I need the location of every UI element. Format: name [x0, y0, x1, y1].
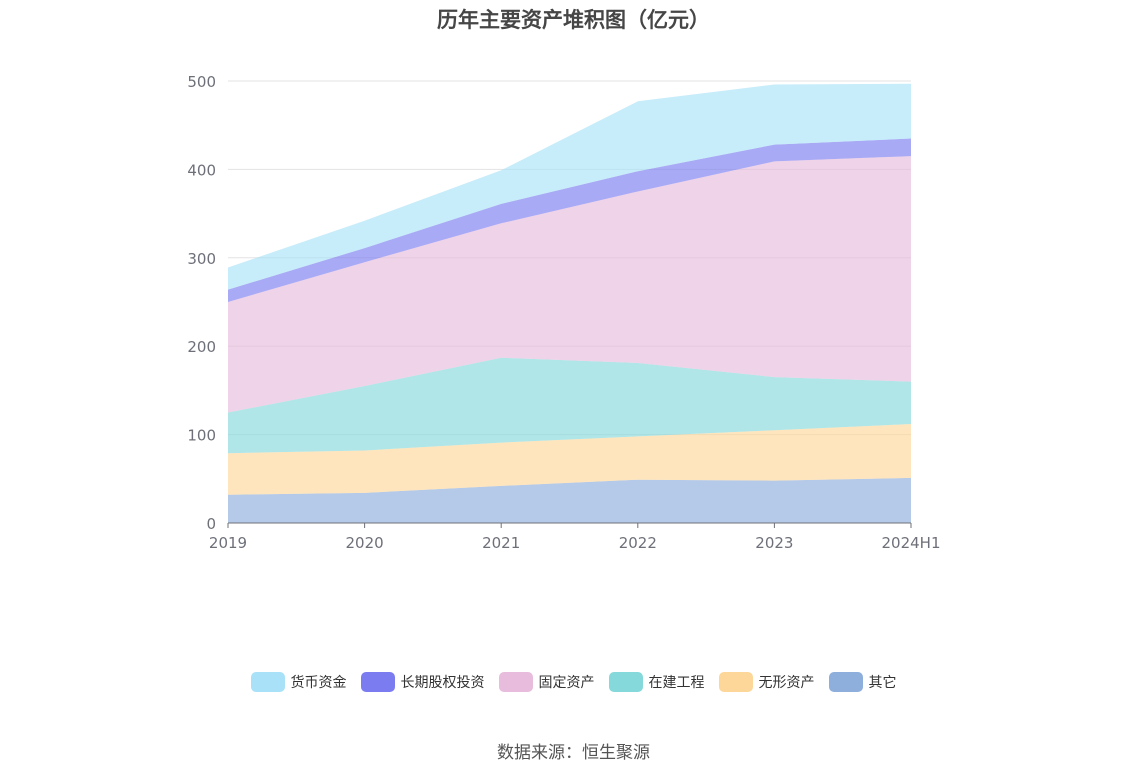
legend-label: 货币资金: [290, 675, 347, 691]
chart-title: 历年主要资产堆积图（亿元）: [437, 8, 710, 32]
y-tick-label: 500: [187, 73, 216, 91]
legend-swatch: [718, 672, 753, 692]
x-tick-label: 2022: [619, 534, 657, 552]
legend-label: 在建工程: [648, 675, 705, 691]
legend-label: 长期股权投资: [400, 675, 485, 691]
legend-item[interactable]: 货币资金: [250, 672, 347, 692]
legend-swatch: [250, 672, 285, 692]
y-tick-label: 100: [187, 427, 216, 445]
legend-label: 固定资产: [538, 675, 595, 691]
legend-item[interactable]: 无形资产: [718, 672, 815, 692]
area-在建工程: [228, 357, 911, 454]
area-货币资金: [228, 83, 911, 290]
legend-item[interactable]: 其它: [828, 672, 897, 692]
area-固定资产: [228, 156, 911, 413]
y-tick-label: 400: [187, 161, 216, 179]
legend-label: 其它: [868, 675, 897, 691]
legend-swatch: [608, 672, 643, 692]
area-无形资产: [228, 424, 911, 495]
legend-item[interactable]: 固定资产: [498, 672, 595, 692]
y-tick-label: 200: [187, 338, 216, 356]
legend-swatch: [360, 672, 395, 692]
data-source-note: 数据来源：恒生聚源: [497, 743, 650, 763]
x-tick-label: 2019: [209, 534, 247, 552]
axes: 0 100 200 300 400 500 2019 2020 2021 2022 2023 2024…: [187, 73, 940, 552]
area-series: [228, 83, 911, 523]
legend-swatch: [828, 672, 863, 692]
area-其它: [228, 477, 911, 523]
stacked-area-chart: 0 100 200 300 400 500 2019 2020 2021 2022 2023 2024…: [187, 73, 940, 552]
y-tick-label: 0: [206, 515, 216, 533]
legend: 货币资金 长期股权投资 固定资产 在建工程 无形资产 其它: [0, 672, 1147, 692]
legend-item[interactable]: 长期股权投资: [360, 672, 485, 692]
x-tick-label: 2024H1: [882, 534, 941, 552]
legend-swatch: [498, 672, 533, 692]
y-tick-label: 300: [187, 250, 216, 268]
x-tick-label: 2023: [755, 534, 793, 552]
area-长期股权投资: [228, 138, 911, 302]
x-tick-label: 2020: [346, 534, 384, 552]
legend-label: 无形资产: [758, 675, 815, 691]
legend-item[interactable]: 在建工程: [608, 672, 705, 692]
x-tick-label: 2021: [482, 534, 520, 552]
